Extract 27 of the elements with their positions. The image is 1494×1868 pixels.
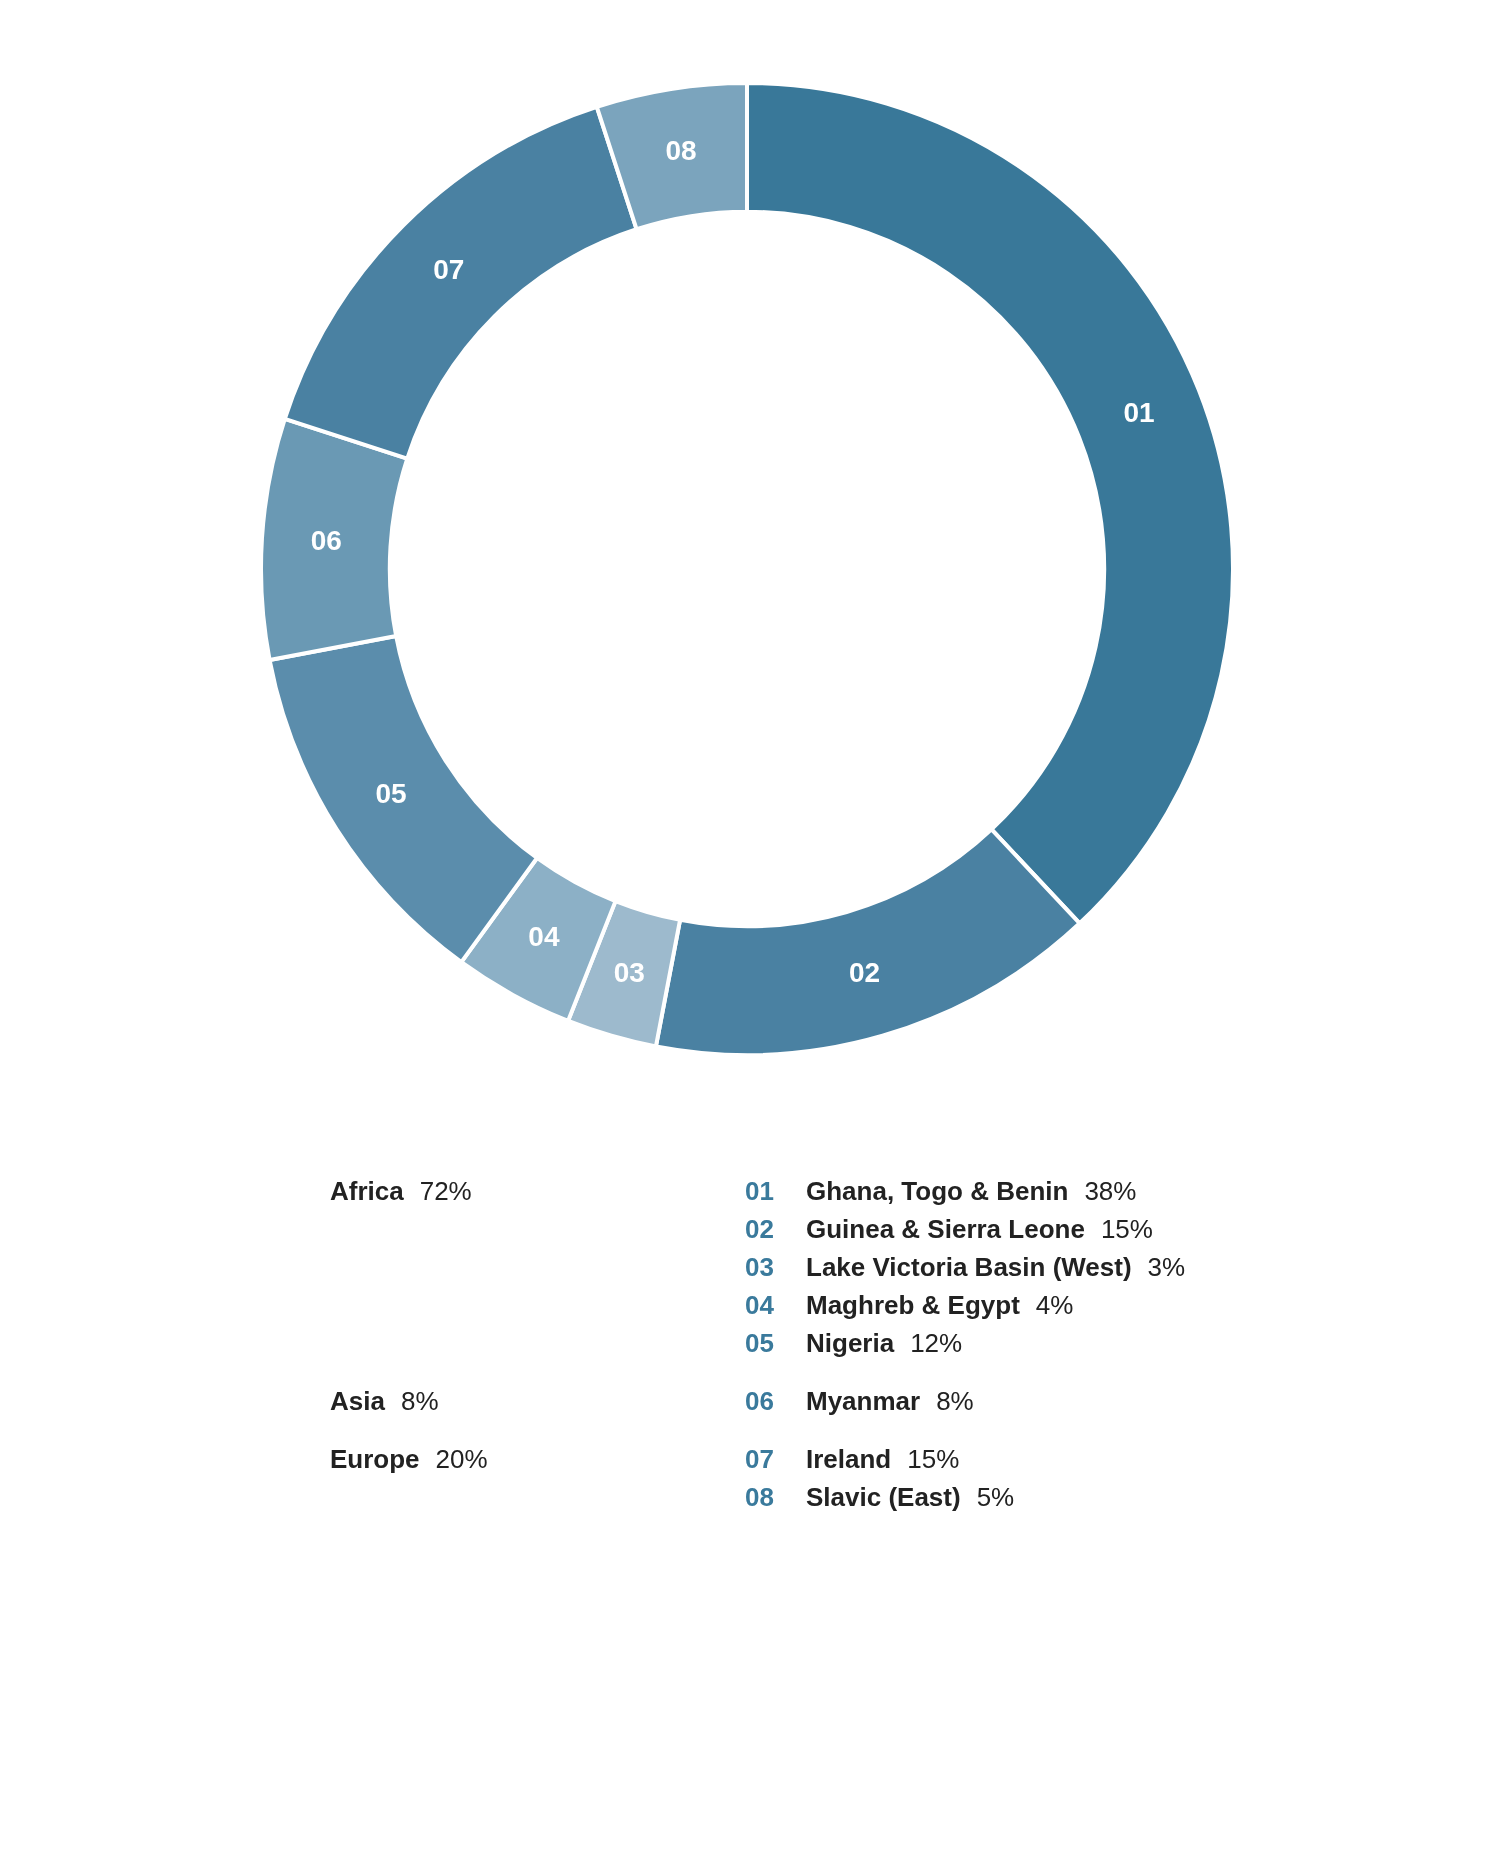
text: Maghreb & Egypt 4% xyxy=(806,1290,1074,1320)
slice-label: 06 xyxy=(310,525,342,557)
slice-label: 05 xyxy=(375,777,407,809)
text: Slavic (East) 5% xyxy=(806,1482,1015,1512)
category-label: 08 xyxy=(745,1482,774,1512)
text: Guinea & Sierra Leone 15% xyxy=(806,1214,1153,1244)
slice-label: 03 xyxy=(613,956,645,988)
slice-label: 08 xyxy=(665,135,697,167)
text: Ireland 15% xyxy=(806,1444,960,1474)
text: Myanmar 8% xyxy=(806,1386,974,1416)
text: Africa 72% xyxy=(330,1176,472,1206)
category-label: 03 xyxy=(745,1252,774,1282)
slice-label: 01 xyxy=(1123,396,1155,428)
category-label: 04 xyxy=(745,1290,774,1320)
text: Europe 20% xyxy=(330,1444,488,1474)
slice-label: 07 xyxy=(433,253,465,285)
text: Lake Victoria Basin (West) 3% xyxy=(806,1252,1186,1282)
text: Ghana, Togo & Benin 38% xyxy=(806,1176,1137,1206)
category-label: 05 xyxy=(745,1328,774,1358)
category-label: 02 xyxy=(745,1214,774,1244)
text: Asia 8% xyxy=(330,1386,439,1416)
text: Nigeria 12% xyxy=(806,1328,963,1358)
category-label: 06 xyxy=(745,1386,774,1416)
slice-label: 04 xyxy=(528,921,560,953)
category-label: 07 xyxy=(745,1444,774,1474)
slice-label: 02 xyxy=(849,956,881,988)
category-label: 01 xyxy=(745,1176,774,1206)
